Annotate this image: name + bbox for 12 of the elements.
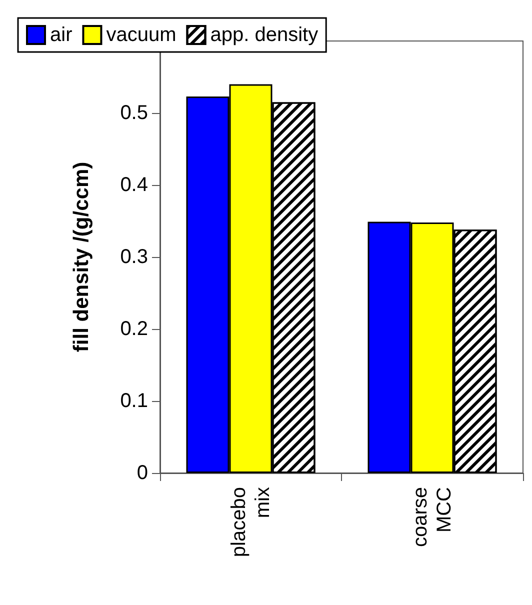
y-axis-title: fill density /(g/ccm) [70, 162, 93, 352]
y-tick-label: 0.5 [120, 102, 148, 124]
x-tick-label: coarse MCC [409, 487, 456, 548]
legend-label: app. density [210, 24, 318, 46]
legend-label: air [50, 24, 73, 46]
y-tick-label: 0 [136, 462, 148, 484]
legend-label: vacuum [106, 24, 176, 46]
y-tick-label: 0.3 [120, 246, 148, 268]
y-tick-label: 0.1 [120, 390, 148, 412]
y-tick-label: 0.4 [120, 174, 148, 196]
x-tick-label: placebo mix [228, 487, 274, 558]
y-tick-label: 0.2 [120, 318, 148, 340]
